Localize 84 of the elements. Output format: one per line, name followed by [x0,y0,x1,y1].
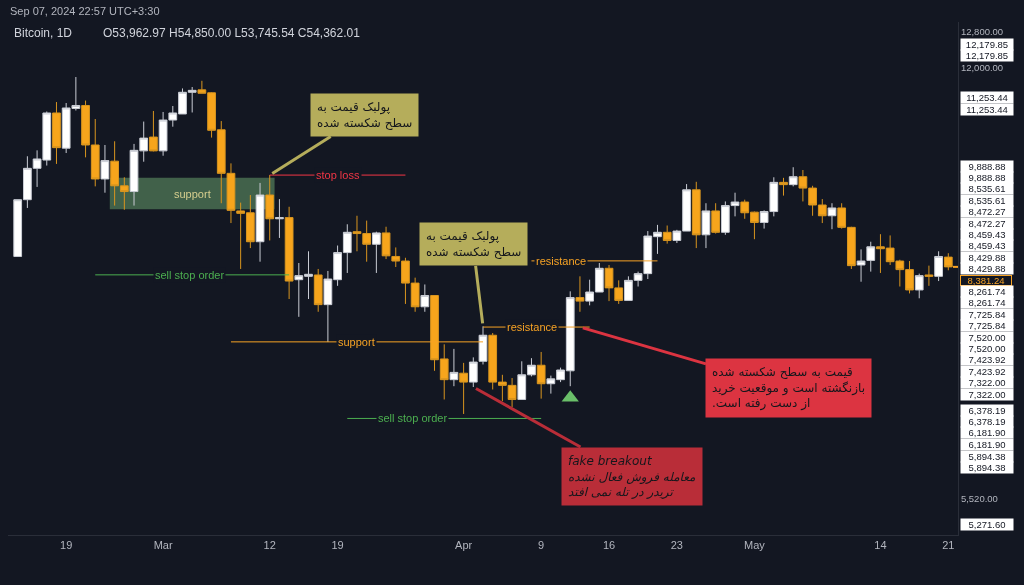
candlestick [711,202,721,235]
text: 8,429.88 [968,252,1006,263]
candlestick [52,101,61,165]
annotation: support [174,188,211,200]
candlestick [827,202,837,230]
candlestick [371,231,381,274]
text: 8,472.27 [968,218,1006,229]
candlestick [449,348,459,387]
text: 8,261.74 [968,286,1006,297]
candlestick [313,268,323,313]
text: 9,888.88 [968,161,1006,172]
series-label: resistance [507,321,558,333]
x-tick-label: 16 [602,539,616,552]
candlestick [701,202,711,249]
x-tick-label: 23 [670,539,684,552]
candlestick [255,182,265,263]
text: 12,179.85 [965,39,1009,50]
x-tick-label: Mar [153,539,173,552]
text: 7,322.00 [968,389,1006,400]
text: 7,423.92 [968,354,1006,365]
candlestick [914,273,924,299]
text: Sep 07, 2024 22:57 UTC+3:30 [10,5,160,17]
candlestick [662,225,672,245]
text: 11,253.44 [966,104,1008,115]
candlestick [381,226,391,260]
x-tick-label: 19 [331,539,344,552]
candlestick [420,283,430,313]
x-tick-label: 9 [538,539,545,552]
candlestick [536,351,546,400]
text: 8,429.88 [968,263,1006,274]
text: 7,520.00 [968,332,1006,343]
series-label: resistance [536,255,587,267]
candlestick [265,174,275,241]
x-tick-label: 21 [942,539,955,552]
y-tick-label: 12,800.00 [960,26,1004,38]
ref-line-label: 8,381.24 [967,275,1005,286]
text: 7,520.00 [968,343,1006,354]
candlestick [275,198,284,239]
text: 6,378.19 [968,405,1006,416]
text: 12,179.85 [965,50,1009,61]
candlestick [934,250,943,282]
text: 7,725.84 [968,320,1006,331]
x-tick-label: 19 [60,539,73,552]
text: 6,181.90 [968,439,1006,450]
x-tick-label: 14 [874,539,887,552]
text: 8,459.43 [968,240,1006,251]
text: 8,535.61 [968,183,1006,194]
text: 6,181.90 [968,427,1006,438]
text: 8,459.43 [968,229,1006,240]
chart-subtitle: O53,962.97 H54,850.00 L53,745.54 C54,362.01 [103,26,361,40]
candlestick [779,177,788,197]
annotation: قیمت به سطح شکسته شده بازنگشته است و موقعیت خرید .از دست رفته است [712,365,865,412]
text: 5,894.38 [968,462,1006,473]
text: 8,472.27 [968,206,1006,217]
series-label: sell stop order [378,412,448,424]
series-label: sell stop order [155,269,225,281]
candlestick [459,362,468,415]
text: 9,888.88 [968,172,1006,183]
candlestick [100,144,110,194]
y-tick-label: 12,000.00 [960,62,1004,74]
text: 11,253.44 [966,92,1008,103]
series-label: stop loss [316,169,360,181]
series-label: support [338,336,375,348]
x-tick-label: 12 [263,539,276,552]
candlestick [149,110,158,152]
annotation: پولبک قیمت به سطح شکسته شده [317,100,413,130]
y-tick-label: 5,520.00 [960,492,998,504]
text: 7,322.00 [968,377,1006,388]
text: 5,271.60 [968,519,1006,530]
text: 8,535.61 [968,195,1006,206]
text: 5,894.38 [968,451,1006,462]
x-tick-label: May [744,539,766,552]
text: 7,725.84 [968,309,1006,320]
candlestick [575,275,585,313]
annotation: پولبک قیمت به سطح شکسته شده [426,229,522,259]
candlestick [788,166,798,187]
x-tick-label: Apr [455,539,473,552]
text: 8,261.74 [968,297,1006,308]
candlestick [691,181,701,249]
candlestick [924,265,934,287]
chart-title: Bitcoin, 1D [14,26,73,41]
text: 6,378.19 [968,416,1006,427]
candlestick [284,206,294,300]
text: 7,423.92 [968,366,1006,377]
